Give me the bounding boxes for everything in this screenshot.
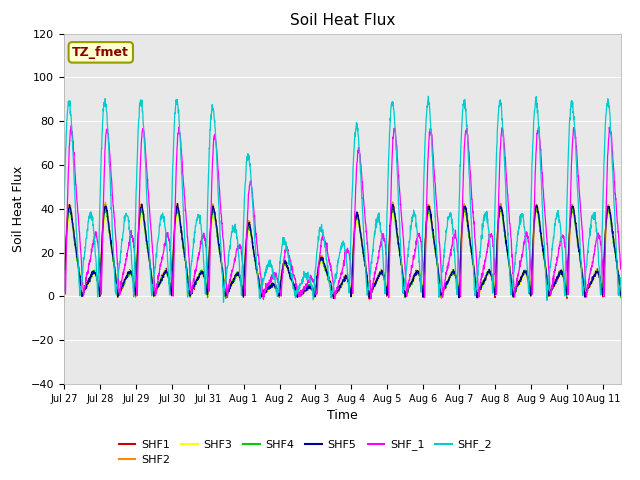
SHF4: [532, 207, 540, 213]
SHF2: [60, 283, 68, 289]
SHF_2: [60, 202, 68, 208]
SHF5: [346, 286, 354, 292]
SHF_2: [598, 242, 605, 248]
SHF1: [598, 287, 605, 293]
Line: SHF3: SHF3: [64, 210, 621, 298]
SHF2: [426, 204, 434, 209]
SHF_1: [410, 256, 417, 262]
SHF2: [438, 295, 445, 301]
SHF5: [598, 286, 605, 292]
SHF5: [173, 201, 181, 206]
SHF3: [617, 289, 625, 295]
SHF1: [66, 202, 74, 207]
SHF_2: [532, 96, 540, 101]
SHF_2: [617, 276, 625, 281]
SHF5: [410, 276, 417, 282]
SHF3: [569, 207, 577, 213]
SHF1: [60, 294, 68, 300]
SHF4: [426, 213, 434, 219]
SHF_1: [617, 266, 625, 272]
SHF3: [598, 285, 605, 290]
SHF_1: [60, 268, 68, 274]
SHF1: [346, 284, 354, 289]
SHF2: [409, 276, 417, 281]
Text: TZ_fmet: TZ_fmet: [72, 46, 129, 59]
SHF5: [60, 288, 68, 294]
Line: SHF4: SHF4: [64, 207, 621, 298]
SHF5: [330, 296, 337, 301]
SHF1: [410, 276, 417, 281]
SHF4: [425, 204, 433, 210]
SHF4: [598, 289, 605, 295]
Line: SHF5: SHF5: [64, 204, 621, 299]
SHF_1: [93, 235, 100, 240]
SHF4: [346, 284, 354, 290]
Legend: SHF1, SHF2, SHF3, SHF4, SHF5, SHF_1, SHF_2: SHF1, SHF2, SHF3, SHF4, SHF5, SHF_1, SHF…: [114, 435, 497, 469]
SHF_2: [426, 114, 434, 120]
SHF2: [389, 199, 397, 205]
Title: Soil Heat Flux: Soil Heat Flux: [290, 13, 395, 28]
SHF5: [93, 274, 100, 280]
SHF2: [93, 274, 100, 279]
SHF3: [532, 216, 540, 221]
SHF_1: [67, 123, 75, 129]
SHF_1: [346, 255, 354, 261]
SHF4: [222, 295, 230, 301]
SHF3: [93, 271, 100, 277]
SHF_1: [260, 297, 268, 302]
Line: SHF2: SHF2: [64, 202, 621, 298]
SHF4: [93, 272, 100, 278]
Line: SHF_2: SHF_2: [64, 96, 621, 302]
SHF_2: [409, 212, 417, 218]
Y-axis label: Soil Heat Flux: Soil Heat Flux: [12, 166, 25, 252]
SHF_2: [93, 276, 100, 282]
SHF3: [426, 208, 433, 214]
SHF5: [532, 204, 540, 210]
SHF4: [409, 275, 417, 281]
SHF1: [365, 296, 373, 302]
SHF1: [426, 210, 434, 216]
SHF_2: [346, 277, 354, 283]
SHF_2: [424, 94, 432, 99]
SHF3: [409, 279, 417, 285]
Line: SHF_1: SHF_1: [64, 126, 621, 300]
SHF_1: [426, 126, 434, 132]
SHF5: [426, 208, 434, 214]
SHF2: [617, 291, 625, 297]
SHF2: [598, 289, 605, 295]
SHF1: [532, 206, 540, 212]
SHF3: [346, 280, 353, 286]
SHF4: [617, 295, 625, 300]
SHF1: [93, 273, 100, 279]
SHF1: [617, 293, 625, 299]
Line: SHF1: SHF1: [64, 204, 621, 299]
SHF_1: [598, 254, 605, 260]
X-axis label: Time: Time: [327, 409, 358, 422]
SHF2: [346, 285, 353, 291]
SHF_1: [532, 158, 540, 164]
SHF5: [617, 292, 625, 298]
SHF3: [509, 295, 517, 301]
SHF_2: [220, 300, 227, 305]
SHF2: [532, 204, 540, 209]
SHF4: [60, 290, 68, 296]
SHF3: [60, 291, 68, 297]
